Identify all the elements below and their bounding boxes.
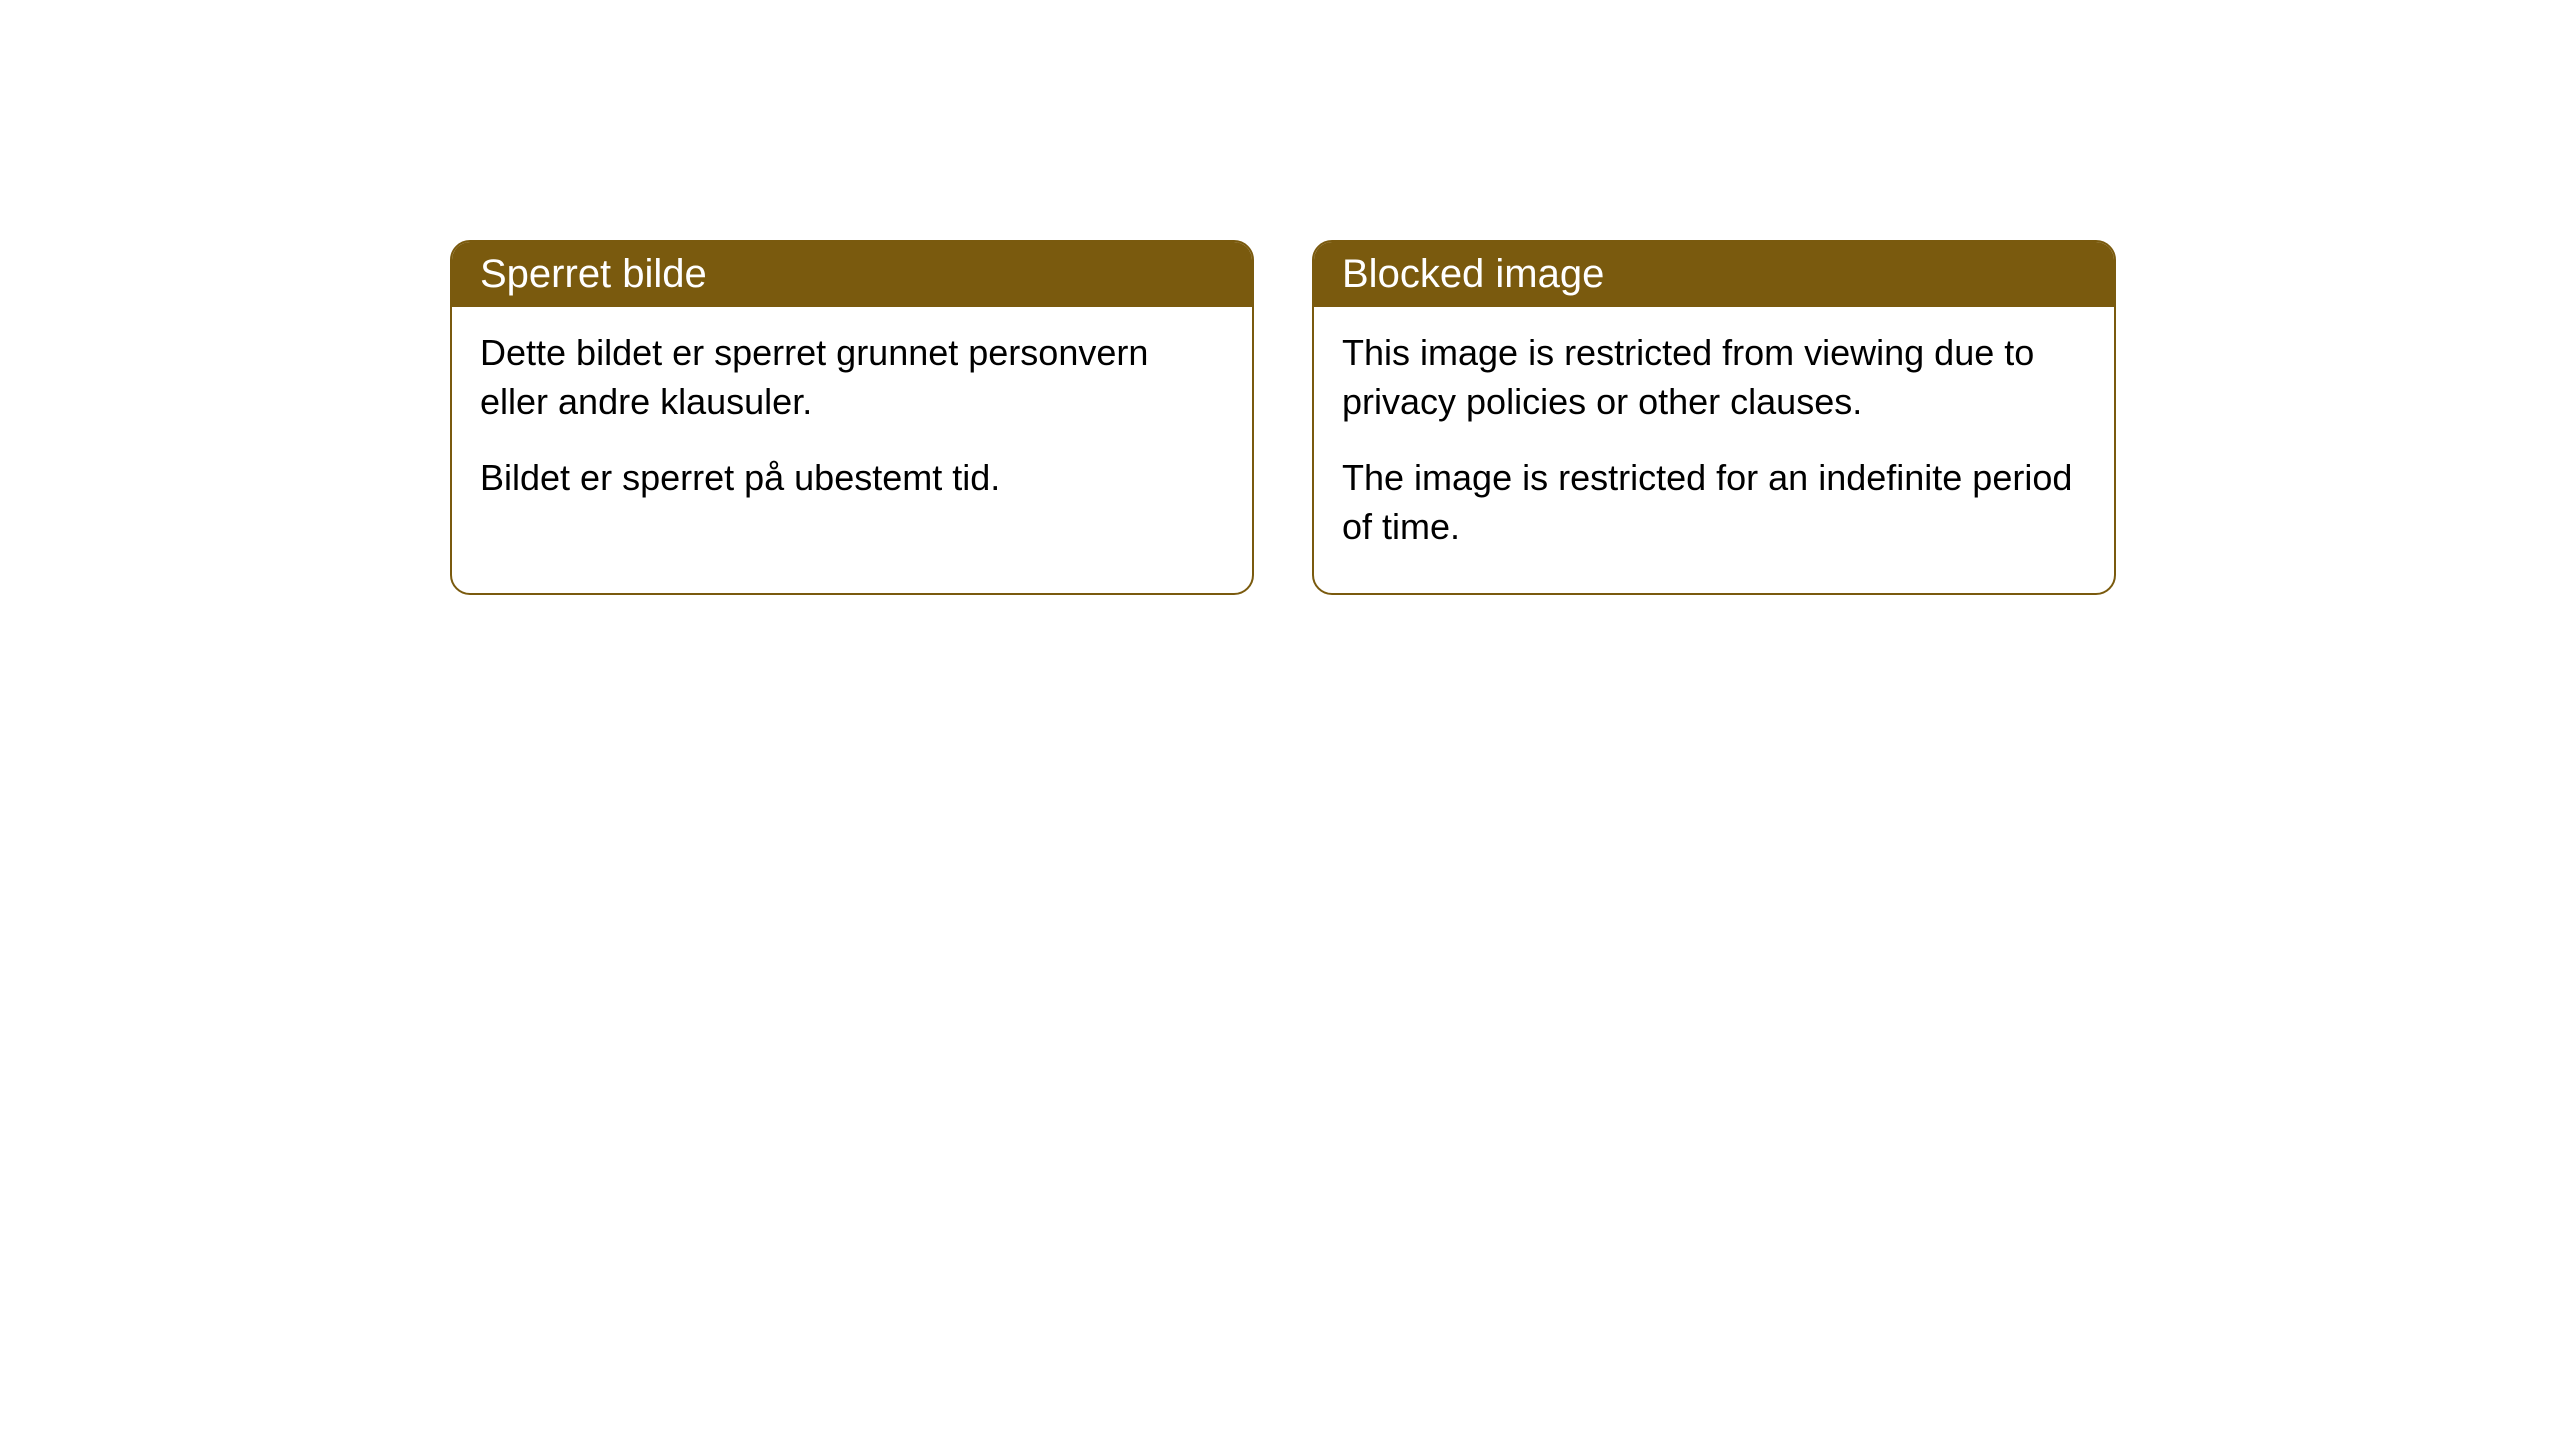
card-paragraph: The image is restricted for an indefinit… xyxy=(1342,454,2086,551)
card-header: Blocked image xyxy=(1314,242,2114,307)
cards-container: Sperret bilde Dette bildet er sperret gr… xyxy=(450,240,2116,595)
card-paragraph: Bildet er sperret på ubestemt tid. xyxy=(480,454,1224,503)
card-paragraph: This image is restricted from viewing du… xyxy=(1342,329,2086,426)
card-body: Dette bildet er sperret grunnet personve… xyxy=(452,307,1252,545)
card-body: This image is restricted from viewing du… xyxy=(1314,307,2114,593)
blocked-image-card-no: Sperret bilde Dette bildet er sperret gr… xyxy=(450,240,1254,595)
card-title: Blocked image xyxy=(1342,252,1604,296)
card-header: Sperret bilde xyxy=(452,242,1252,307)
blocked-image-card-en: Blocked image This image is restricted f… xyxy=(1312,240,2116,595)
card-paragraph: Dette bildet er sperret grunnet personve… xyxy=(480,329,1224,426)
card-title: Sperret bilde xyxy=(480,252,707,296)
